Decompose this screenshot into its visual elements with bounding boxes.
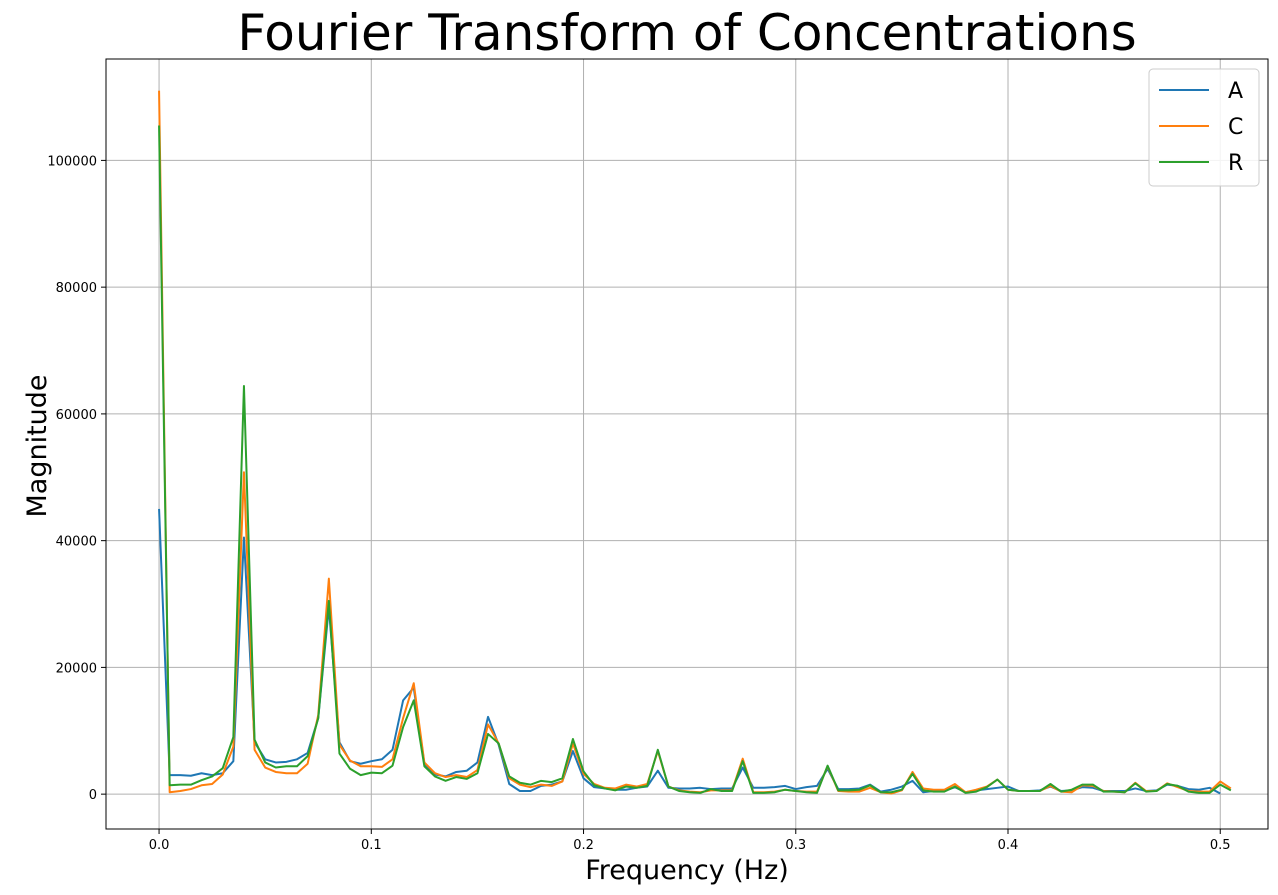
legend-label-r: R bbox=[1228, 151, 1243, 176]
x-tick-label: 0.1 bbox=[361, 838, 382, 853]
y-tick-label: 20000 bbox=[56, 661, 97, 676]
x-tick-label: 0.2 bbox=[573, 838, 594, 853]
grid-lines bbox=[106, 59, 1268, 829]
legend: ACR bbox=[1148, 68, 1260, 187]
y-axis-ticks: 0 20000 40000 60000 80000 100000 bbox=[47, 154, 106, 803]
y-tick-label: 0 bbox=[89, 788, 97, 803]
plot-frame bbox=[105, 58, 1269, 830]
x-tick-label: 0.5 bbox=[1210, 838, 1231, 853]
x-axis-label: Frequency (Hz) bbox=[585, 855, 789, 886]
y-tick-label: 40000 bbox=[56, 535, 97, 550]
legend-box bbox=[1148, 68, 1260, 187]
x-tick-label: 0.3 bbox=[785, 838, 806, 853]
x-axis-ticks: 0.0 0.1 0.2 0.3 0.4 0.5 bbox=[149, 829, 1231, 853]
series-line-r bbox=[158, 125, 1232, 794]
series-lines bbox=[158, 90, 1232, 795]
chart-title: Fourier Transform of Concentrations bbox=[237, 4, 1136, 62]
legend-label-a: A bbox=[1228, 79, 1243, 104]
legend-label-c: C bbox=[1228, 115, 1243, 140]
x-tick-label: 0.0 bbox=[149, 838, 170, 853]
y-tick-label: 60000 bbox=[56, 408, 97, 423]
legend-entries: ACR bbox=[1159, 79, 1243, 176]
y-tick-label: 100000 bbox=[47, 154, 97, 169]
y-axis-label: Magnitude bbox=[22, 374, 53, 517]
x-tick-label: 0.4 bbox=[998, 838, 1019, 853]
y-tick-label: 80000 bbox=[56, 281, 97, 296]
